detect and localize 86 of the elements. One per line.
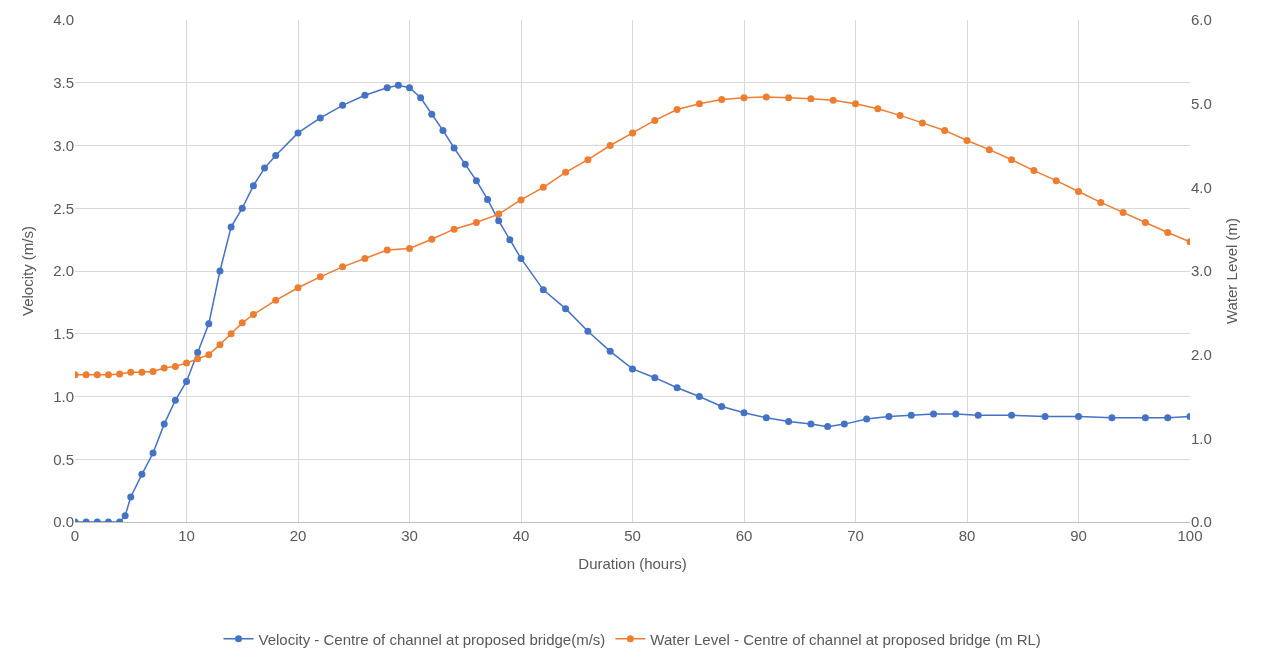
x-tick-label: 60: [735, 527, 753, 544]
point: [1119, 208, 1127, 216]
point: [138, 368, 146, 376]
point: [918, 119, 926, 127]
point: [127, 368, 135, 376]
y2-axis-title: Water Level (m): [1222, 217, 1240, 325]
point: [495, 210, 503, 218]
point: [93, 371, 101, 379]
line-series: [75, 93, 1190, 379]
point: [1164, 229, 1172, 237]
x-tick-label: 90: [1070, 527, 1087, 544]
point: [874, 105, 882, 113]
point: [539, 183, 547, 191]
point: [160, 364, 168, 372]
x-tick-label: 80: [958, 527, 976, 544]
x-tick-label: 70: [847, 527, 864, 544]
point: [1008, 156, 1016, 164]
point: [718, 95, 726, 103]
point: [238, 319, 246, 327]
point: [316, 273, 324, 281]
point: [985, 146, 993, 154]
point: [829, 96, 837, 104]
point: [294, 284, 302, 292]
y-tick-label: 2.5: [53, 199, 74, 217]
point: [227, 330, 235, 338]
point: [896, 111, 904, 119]
y-tick-label: 4.0: [53, 11, 74, 29]
x-tick-label: 50: [624, 527, 641, 544]
point: [205, 351, 213, 359]
legend-label: Water Level - Centre of channel at proposed bridge (m RL): [650, 630, 1041, 648]
point: [1052, 177, 1060, 185]
point: [785, 94, 793, 102]
y2-tick-label: 4.0: [1191, 178, 1212, 196]
point: [606, 142, 614, 149]
y-tick-label: 2.0: [53, 262, 74, 280]
point: [472, 218, 480, 226]
point: [651, 116, 659, 124]
y2-tick-label: 1.0: [1191, 429, 1212, 447]
point: [517, 196, 525, 204]
point: [116, 370, 124, 378]
point: [673, 106, 681, 114]
y2-tick-label: 3.0: [1191, 262, 1212, 280]
point: [82, 371, 90, 379]
point: [740, 94, 748, 102]
y-axis-title: Velocity (m/s): [19, 225, 37, 317]
point: [361, 254, 369, 262]
point: [584, 156, 592, 164]
x-tick-label: 30: [401, 527, 418, 544]
point: [963, 136, 971, 144]
point: [249, 311, 257, 319]
x-tick-label: 40: [512, 527, 530, 544]
y-tick-label: 1.0: [53, 387, 74, 405]
legend-label: Velocity - Centre of channel at proposed bridge(m/s): [258, 630, 606, 648]
point: [171, 362, 179, 370]
point: [450, 225, 458, 233]
y-tick-label: 3.0: [53, 136, 74, 154]
point: [428, 235, 436, 243]
point: [149, 367, 157, 375]
point: [941, 126, 949, 134]
point: [1075, 188, 1082, 196]
y-tick-label: 1.5: [53, 325, 74, 342]
y2-tick-label: 6.0: [1191, 11, 1212, 29]
point: [1141, 218, 1149, 226]
point: [339, 263, 347, 271]
x-tick-label: 20: [289, 527, 307, 544]
point: [272, 296, 280, 304]
point: [406, 244, 413, 252]
point: [695, 100, 703, 108]
point: [383, 246, 391, 254]
y-tick-label: 3.5: [53, 74, 74, 91]
point: [1030, 167, 1038, 175]
point: [104, 371, 112, 379]
point: [852, 100, 859, 108]
point: [216, 341, 224, 349]
y2-tick-label: 2.0: [1191, 345, 1212, 363]
point: [183, 359, 190, 367]
point: [194, 355, 202, 363]
point: [762, 93, 770, 101]
point: [1097, 198, 1105, 206]
point: [562, 168, 570, 176]
point: [807, 95, 815, 103]
x-tick-label: 10: [178, 527, 195, 544]
point: [629, 129, 636, 137]
x-axis-title: Duration (hours): [578, 555, 687, 572]
y-tick-label: 0.5: [53, 450, 74, 468]
y2-tick-label: 5.0: [1191, 94, 1212, 112]
